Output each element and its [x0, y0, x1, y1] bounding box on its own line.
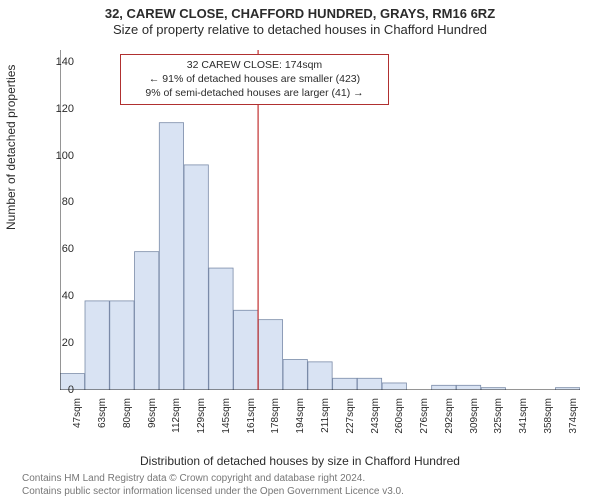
y-tick-label: 20	[44, 337, 74, 349]
x-tick-label: 63sqm	[97, 398, 108, 438]
x-tick-label: 178sqm	[270, 398, 281, 438]
y-tick-label: 140	[44, 56, 74, 68]
y-tick-label: 0	[44, 384, 74, 396]
x-tick-label: 243sqm	[370, 398, 381, 438]
attribution-line2: Contains public sector information licen…	[22, 486, 404, 499]
attribution-text: Contains HM Land Registry data © Crown c…	[22, 473, 404, 498]
x-tick-label: 112sqm	[171, 398, 182, 438]
attribution-line1: Contains HM Land Registry data © Crown c…	[22, 473, 404, 486]
x-tick-label: 161sqm	[246, 398, 257, 438]
x-tick-label: 96sqm	[147, 398, 158, 438]
x-tick-label: 47sqm	[72, 398, 83, 438]
x-tick-label: 309sqm	[469, 398, 480, 438]
annotation-box: 32 CAREW CLOSE: 174sqm ← 91% of detached…	[120, 54, 389, 105]
x-axis-label: Distribution of detached houses by size …	[0, 454, 600, 468]
x-tick-label: 292sqm	[444, 398, 455, 438]
x-tick-label: 227sqm	[345, 398, 356, 438]
y-tick-label: 40	[44, 290, 74, 302]
x-tick-label: 358sqm	[543, 398, 554, 438]
chart-title-line2: Size of property relative to detached ho…	[0, 22, 600, 37]
x-tick-label: 129sqm	[196, 398, 207, 438]
chart-title-line1: 32, CAREW CLOSE, CHAFFORD HUNDRED, GRAYS…	[0, 6, 600, 21]
y-tick-label: 100	[44, 150, 74, 162]
x-tick-label: 276sqm	[419, 398, 430, 438]
y-tick-label: 80	[44, 196, 74, 208]
x-tick-label: 80sqm	[122, 398, 133, 438]
y-axis-label: Number of detached properties	[4, 65, 18, 230]
x-tick-label: 325sqm	[493, 398, 504, 438]
chart-container: 32, CAREW CLOSE, CHAFFORD HUNDRED, GRAYS…	[0, 0, 600, 500]
x-tick-label: 211sqm	[320, 398, 331, 438]
annotation-line1: 32 CAREW CLOSE: 174sqm	[127, 58, 382, 72]
x-tick-label: 260sqm	[394, 398, 405, 438]
x-tick-label: 145sqm	[221, 398, 232, 438]
y-tick-label: 60	[44, 243, 74, 255]
x-tick-label: 341sqm	[518, 398, 529, 438]
x-tick-label: 374sqm	[568, 398, 579, 438]
annotation-line2: ← 91% of detached houses are smaller (42…	[127, 72, 382, 86]
y-tick-label: 120	[44, 103, 74, 115]
x-tick-label: 194sqm	[295, 398, 306, 438]
annotation-line3: 9% of semi-detached houses are larger (4…	[127, 86, 382, 100]
